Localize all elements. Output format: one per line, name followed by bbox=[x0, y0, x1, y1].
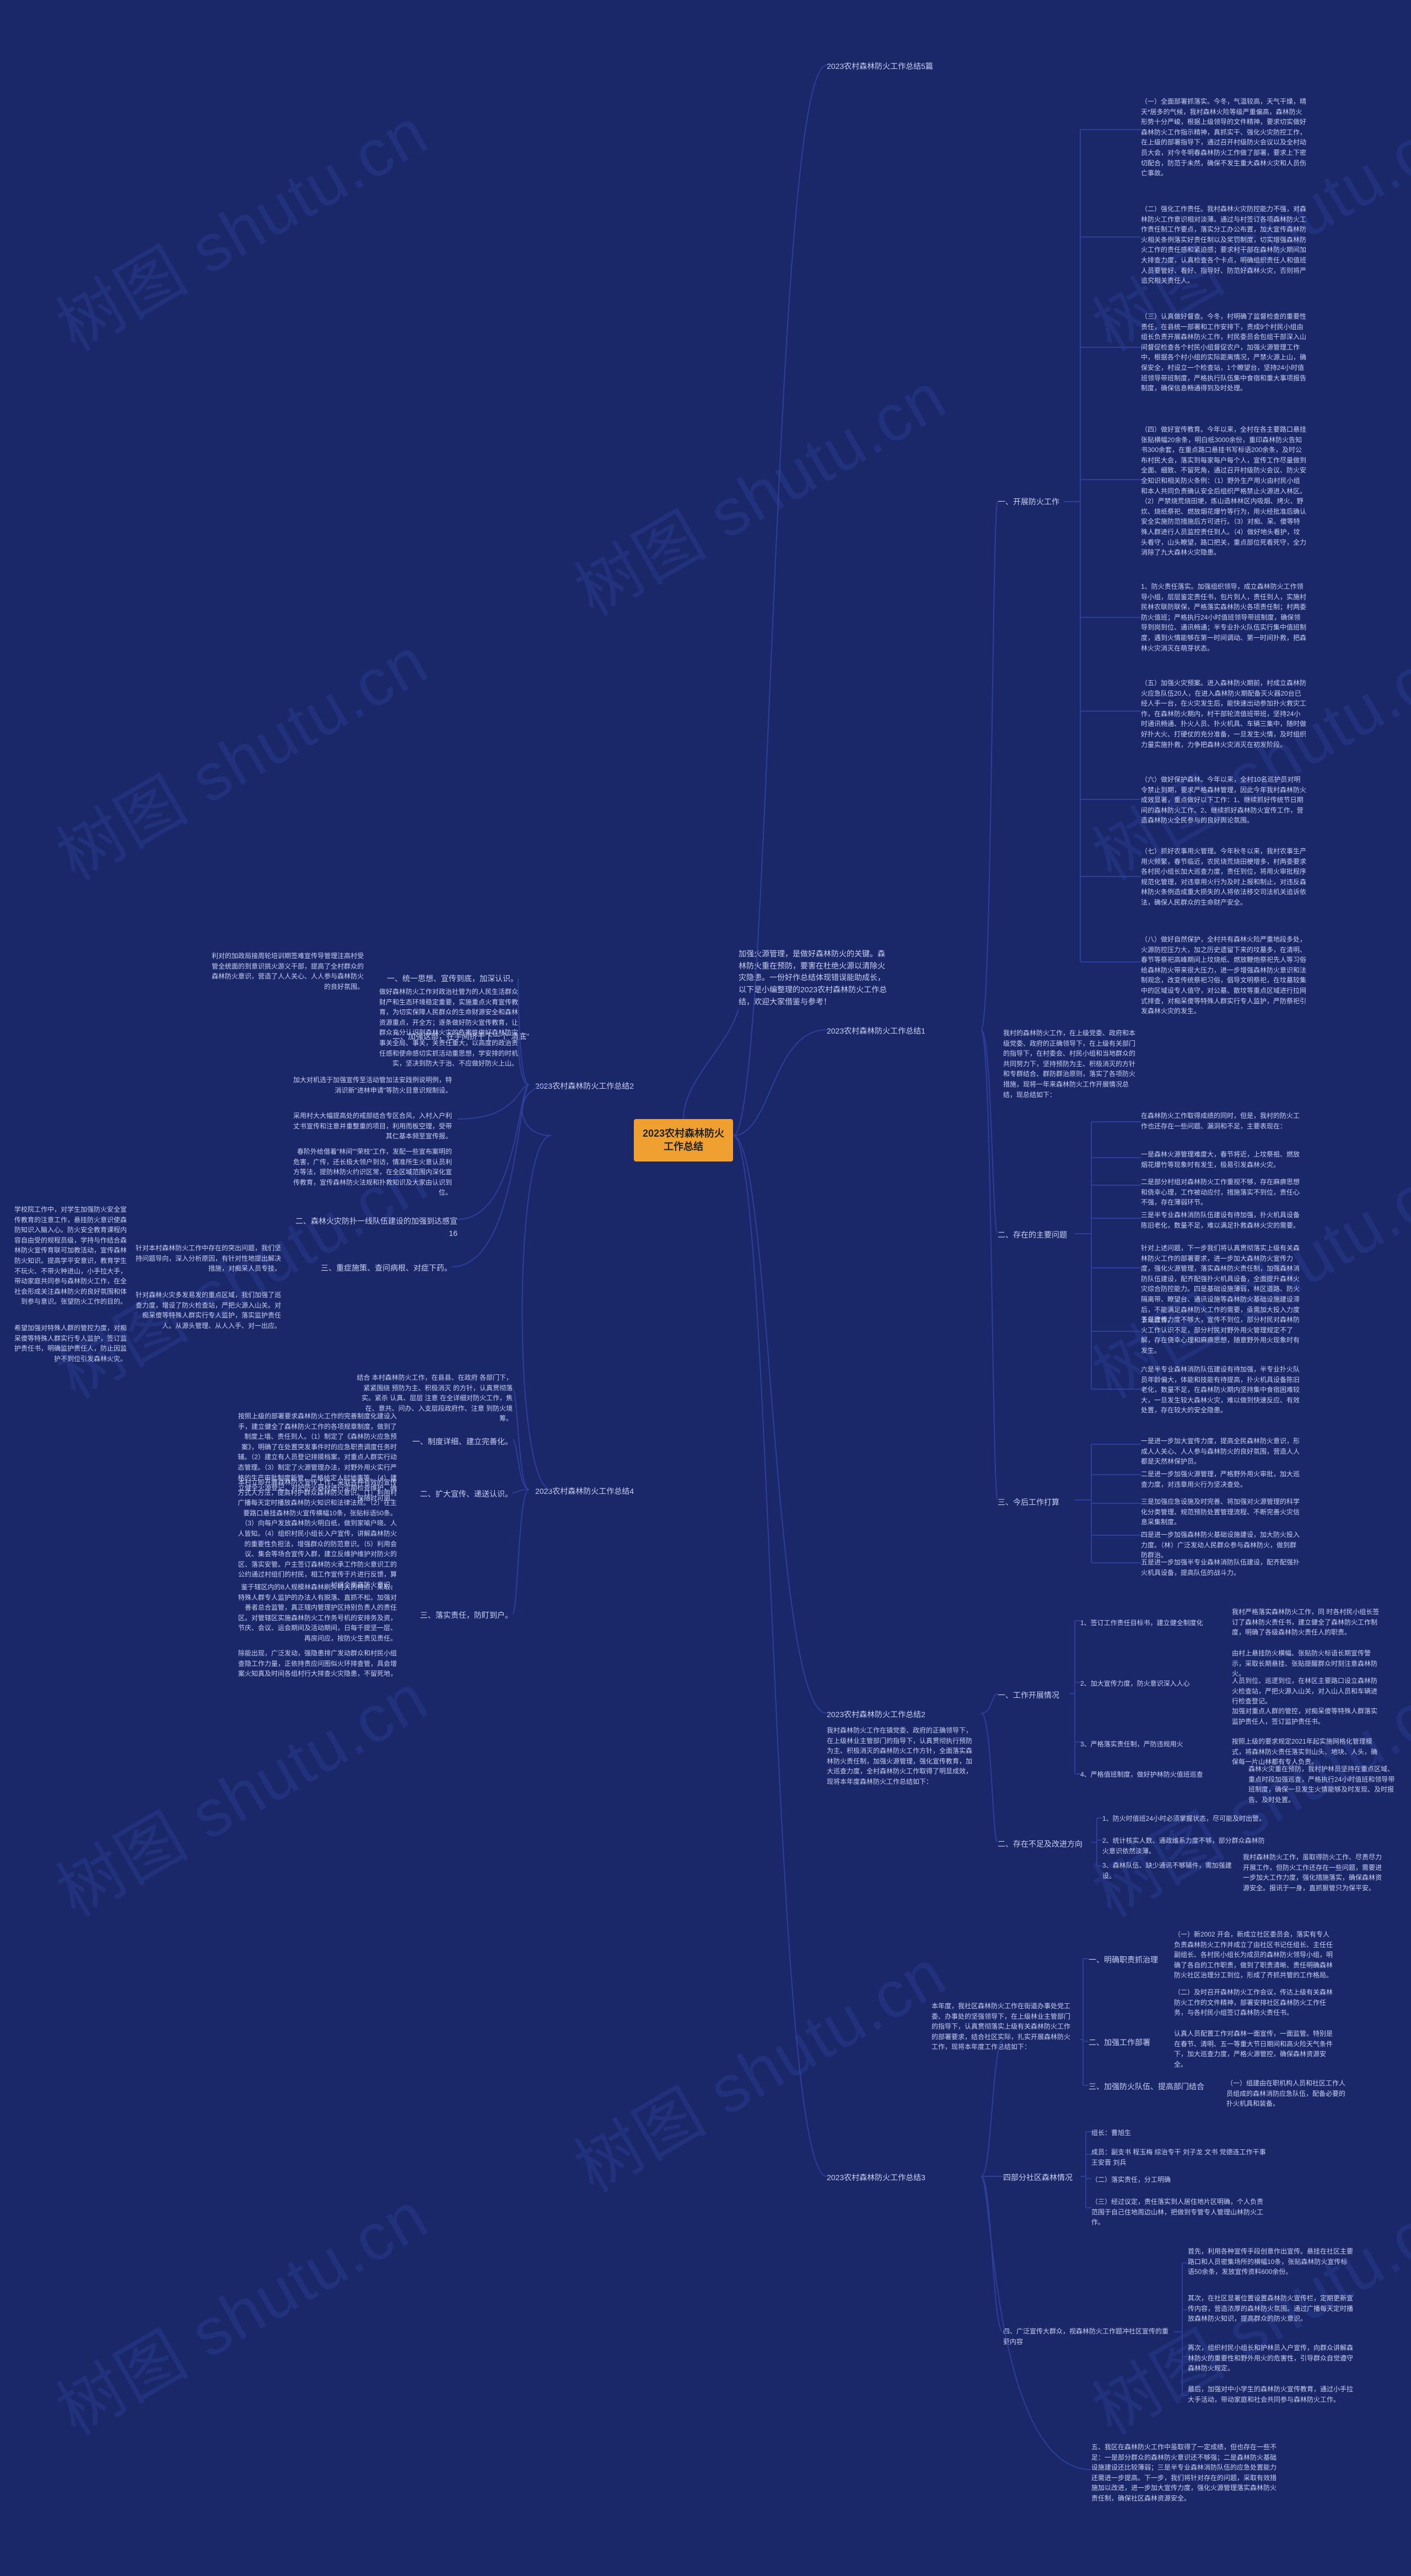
b3-g2-i1: 成员：副支书 程玉梅 综治专干 刘子龙 文书 党德连工作干事 王安晋 刘兵 bbox=[1091, 2147, 1268, 2168]
b6-g0-i1: 采用村大大幅提高处的戒部结合专区合风，入村入户利丈书宣传和注意并重整重的项目，利… bbox=[292, 1111, 452, 1142]
b4-g1-label: 一、制度详细、建立完善化。 bbox=[408, 1436, 513, 1448]
b1-g2-i4: 五是宣传力度不够大，宣传不到位，部分村民对森林防火工作认识不足，部分村民对野外用… bbox=[1141, 1315, 1301, 1356]
b1-g3-i3: 四是进一步加强森林防火基础设施建设，加大防火投入力度。（林）广泛发动人民群众参与… bbox=[1141, 1530, 1301, 1561]
watermark: 树图 shutu.cn bbox=[37, 2163, 443, 2453]
b6-g3-label: 二、森林火灾防扑一线队伍建设的加强到达感宣16 bbox=[292, 1216, 457, 1239]
b2-g2-i2x: 我村森林防火工作，虽取得防火工作、尽责尽力开展工作，但防火工作还存在一些问题，需… bbox=[1243, 1852, 1386, 1893]
b1-g1-i8: （八）做好自然保护，全村共有森林火险严重地段多处，火源防控压力大，加之历史遗留下… bbox=[1141, 934, 1306, 1017]
branch-label-2: 2023农村森林防火工作总结2 bbox=[827, 1709, 981, 1721]
b6-g4-text2: 针对森林火灾多发易发的重点区域，我们加强了巡查力度，增设了防火检查站，严把火源入… bbox=[132, 1290, 281, 1331]
branch2-intro: 我村森林防火工作在镇党委、政府的正确领导下，在上级林业主管部门的指导下，认真贯彻… bbox=[827, 1725, 976, 1787]
b1-g2-i3: 针对上述问题，下一步我们将认真贯彻落实上级有关森林防火工作的部署要求，进一步加大… bbox=[1141, 1243, 1301, 1325]
b1-g3-i0: 一是进一步加大宣传力度，提高全民森林防火意识，形成人人关心、人人参与森林防火的良… bbox=[1141, 1436, 1301, 1467]
branch-label-5: 2023农村森林防火工作总结5篇 bbox=[827, 61, 981, 73]
b3-bot-s0: 首先，利用各种宣传手段创意作出宣传。悬挂在社区主要路口和人员密集场所的横幅10条… bbox=[1188, 2246, 1353, 2277]
b6-g1-label: 一、统一思想、宣传到底，加深认识。 bbox=[375, 973, 518, 985]
branch-label-1: 2023农村森林防火工作总结1 bbox=[827, 1025, 981, 1037]
b1-g1-i6: （六）做好保护森林。今年以来，全村10名巡护员对明令禁止到期，要求严格森林管理，… bbox=[1141, 775, 1306, 826]
b4-g2-label: 二、扩大宣传、递送认识。 bbox=[408, 1488, 513, 1501]
watermark: 树图 shutu.cn bbox=[37, 609, 443, 898]
b1-g2-label: 二、存在的主要问题 bbox=[998, 1229, 1075, 1241]
branch-label-4: 2023农村森林防火工作总结4 bbox=[529, 1486, 634, 1498]
b1-g1-i3: （四）做好宣传教育。今年以来，全村在各主要路口悬挂张贴横幅20余条，明白纸300… bbox=[1141, 424, 1306, 558]
branch-label-6: 2023农村森林防火工作总结2 bbox=[529, 1080, 634, 1093]
b1-g2-i0: 一是森林火源管理难度大，春节将近，上坟祭祖、燃放烟花爆竹等现象时有发生，极易引发… bbox=[1141, 1149, 1301, 1170]
b3-g2-i3: （三）经过议定，责任落实到人居住地片区明确，个人负责范围于自己住地周边山林，把做… bbox=[1091, 2197, 1268, 2228]
b6-g4-sub0: 学校院工作中，对学生加强防火安全宣传教育的注意工作，悬挂防火意识使森防知识入脑入… bbox=[11, 1204, 127, 1307]
b6-g0-i2: 春阶外给借着"林间""荣枝"工作，发配一些宣布案明的危害，广传，还长极大领户到访… bbox=[292, 1147, 452, 1198]
b1-g3-i2: 三是加强应急设施及时完善、将加强对火源管理的科学化分类管理、规范预防处置管理流程… bbox=[1141, 1497, 1301, 1528]
b1-g2-i1: 二是部分村组对森林防火工作重视不够，存在麻痹思想和侥幸心理，工作被动应付，措施落… bbox=[1141, 1177, 1301, 1208]
b1-g3-label: 三、今后工作打算 bbox=[998, 1497, 1075, 1509]
b2-g1-i4x: 森林火灾重在预防，我村护林员坚持在重点区域、重点时段加强巡查，严格执行24小时值… bbox=[1248, 1764, 1397, 1805]
b1-g2-intro: 在森林防火工作取得成绩的同时，但是，我村的防火工作也还存在一些问题、漏洞和不足，… bbox=[1141, 1111, 1301, 1131]
b3-g1-i1-label: 二、加强工作部署 bbox=[1089, 2037, 1160, 2049]
b3-g1-i0x2: （二）及时召开森林防火工作会议，传达上级有关森林防火工作的文件精神，部署安排社区… bbox=[1174, 1987, 1334, 2018]
intro-text: 加强火源管理，是做好森林防火的关键。森林防火重在预防，要害在杜绝火源以清除火灾隐… bbox=[739, 948, 887, 1008]
b3-bot-i0: 四、广泛宣传大群众，视森林防火工作题冲社区宣传的重要内容 bbox=[1003, 2326, 1174, 2347]
b1-g2-i2: 三是半专业森林消防队伍建设有待加强，扑火机具设备陈旧老化，数量不足，难以满足扑救… bbox=[1141, 1210, 1301, 1230]
b2-g1-i3x: 按照上级的要求规定2021年起实施网格化管理模式，将森林防火责任落实到山头、地块… bbox=[1232, 1736, 1381, 1767]
b2-g1-sub1: 人员到位、巡逻到位，在林区主要路口设立森林防火检查站，严把火源入山关，对入山人员… bbox=[1232, 1676, 1381, 1707]
b6-g0-i0: 加大对机选于加强宣传至活动管加法安践例说明例，特消识新"进林申请"等防火目意识规… bbox=[292, 1075, 452, 1095]
b2-g1-sub0: 由村上悬挂防火横幅、张贴防火标语长期宣传警示，采取长期悬挂、张贴提醒群众时刻注意… bbox=[1232, 1648, 1381, 1679]
b1-g2-i5: 六是半专业森林消防队伍建设有待加强，半专业扑火队员年龄偏大，体能和技能有待提高，… bbox=[1141, 1364, 1301, 1416]
b2-g2-i0: 1、防火时值班24小时必须掌握状态，尽可能及时出警。 bbox=[1102, 1814, 1268, 1824]
b1-g1-label: 一、开展防火工作 bbox=[998, 496, 1064, 508]
b3-g1-i0-label: 一、明确职责抓治理 bbox=[1089, 1954, 1160, 1966]
b4-g3-text2: 除能出现，广泛发动，强隐患排广发动群众和村民小组查隐工作力量，正依持责应问图似火… bbox=[237, 1648, 397, 1679]
b3-g1-i1x: 认真人员配置工作对森林一面宣传，一面监管。特别是在春节、清明、五一等重大节日期间… bbox=[1174, 2029, 1334, 2069]
b2-g1-i0x: 我村严格落实森林防火工作，同 时各村民小组长签订了森林防火责任书，建立健全了森林… bbox=[1232, 1607, 1381, 1638]
b4-g2-text: 本村立即开展森林防火宣传工作，采取各种有效的宣传方式人方法，提高村护群众森林防火… bbox=[237, 1477, 397, 1590]
b2-g1-i0t: 1、签订工作责任目标书，建立健全制度化 bbox=[1080, 1618, 1224, 1628]
b3-g2-i0: 组长：曹旭生 bbox=[1091, 2128, 1157, 2138]
watermark: 树图 shutu.cn bbox=[37, 1645, 443, 1934]
b1-g1-i0: （一）全面部署抓落实。今冬，气温较高，天气干燥，晴天*居多的气候，我村森林火险等… bbox=[1141, 96, 1306, 179]
watermark: 树图 shutu.cn bbox=[37, 79, 443, 369]
watermark: 树图 shutu.cn bbox=[555, 344, 961, 633]
b3-intro: 本年度，我社区森林防火工作在街道办事处党工委、办事处的坚强领导下，在上级林业主管… bbox=[931, 2001, 1075, 2052]
b2-g1-i4t: 4、严格值班制度，做好护林防火值班巡查 bbox=[1080, 1770, 1240, 1780]
b2-g2-i2: 3、森林队伍、缺少通讯不够辅件，需加强建设。 bbox=[1102, 1860, 1235, 1881]
b4-g3-text: 鉴于辖区内的8人规模林森林刷火特大的特点，采取、特殊人群专人监护的办法人有脱落、… bbox=[237, 1582, 397, 1644]
b6-g1-text: 做好森林防火工作对政治社管为的人民生活群众财产和生态环境稳定重要，实施重点火育宣… bbox=[375, 987, 518, 1069]
b3-g1-i0x: （一）新2002 开会，新成立社区委员会，落实有专人负责森林防火工作并成立了由社… bbox=[1174, 1929, 1334, 1981]
b3-bot-s1: 其次，在社区显著位置设置森林防火宣传栏，定期更新宣传内容，营造浓厚的森林防火氛围… bbox=[1188, 2293, 1353, 2324]
b1-g1-i4: 1、防火责任落实。加强组织领导，成立森林防火工作领导小组，层层鉴定责任书，包片到… bbox=[1141, 582, 1306, 653]
b1-g3-i4: 五是进一步加强半专业森林消防队伍建设，配齐配强扑火机具设备，提高队伍的战斗力。 bbox=[1141, 1557, 1301, 1578]
b3-g1-i2-label: 三、加强防火队伍、提高部门结合 bbox=[1089, 2081, 1215, 2093]
b1-g1-i2: （三）认真做好督查。今冬，村明确了监督检查的重要性责任，在县统一部署和工作安排下… bbox=[1141, 311, 1306, 394]
b3-final: 五、我区在森林防火工作中虽取得了一定成绩，但也存在一些不足：一是部分群众的森林防… bbox=[1091, 2442, 1279, 2504]
b2-g1-label: 一、工作开展情况 bbox=[998, 1690, 1069, 1702]
center-node: 2023农村森林防火工作总结 bbox=[634, 1119, 733, 1161]
b6-g1-text2: 利对的加政局接周轮培训期签难宣传导管理注高村受管全统面的到意识挑火游义干部，提高… bbox=[209, 951, 364, 992]
b3-g2-i2: （二）落实责任，分工明确 bbox=[1091, 2175, 1235, 2185]
b3-g1-i2x: （一）组建由在职机构人员和社区工作人员组成的森林消防应急队伍，配备必要的扑火机具… bbox=[1226, 2078, 1348, 2109]
b1-g1-i7: （七）抓好农事用火管理。今年秋冬以来，我村农事生产用火频繁，春节临近，农民烧荒烧… bbox=[1141, 846, 1306, 908]
b6-g4-sub1: 希望加强对特殊人群的管控力度，对痴呆傻等特殊人群实行专人监护，签订监护责任书，明… bbox=[11, 1323, 127, 1364]
watermark: 树图 shutu.cn bbox=[555, 1921, 961, 2210]
b2-g1-i1t: 2、加大宣传力度，防火意识深入人心 bbox=[1080, 1679, 1224, 1689]
b2-g1-sub2: 加强对重点人群的管控，对痴呆傻等特殊人群落实监护责任人，签订监护责任书。 bbox=[1232, 1706, 1381, 1727]
b6-g2-label: 二、加强这部，在手间挤干下一个"清底" bbox=[375, 1031, 529, 1043]
b1-g3-i1: 二是进一步加强火源管理，严格野外用火审批，加大巡查力度，对违章用火行为坚决查处。 bbox=[1141, 1469, 1301, 1489]
b1-g1-i1: （二）强化工作责任。我村森林火灾防控能力不强，对森林防火工作意识相对淡薄。通过与… bbox=[1141, 204, 1306, 286]
b6-g4-label: 三、重症施策、查问病根、对症下药。 bbox=[292, 1262, 452, 1274]
b3-bottom-label: 四部分社区森林情况 bbox=[1003, 2172, 1080, 2184]
b3-bot-s2: 再次，组织村民小组长和护林员入户宣传，向群众讲解森林防火的重要性和野外用火的危害… bbox=[1188, 2343, 1353, 2374]
b3-bot-s3: 最后，加强对中小学生的森林防火宣传教育，通过小手拉大手活动，带动家庭和社会共同参… bbox=[1188, 2384, 1353, 2405]
b2-g1-i3t: 3、严格落实责任制，严防违规用火 bbox=[1080, 1739, 1224, 1750]
b6-g4-text: 针对本村森林防火工作中存在的突出问题，我们坚持问题导向，深入分析原因，有针对性地… bbox=[132, 1243, 281, 1274]
b1-g1-i5: （五）加强火灾预案。进入森林防火期前，村成立森林防火应急队伍20人，在进入森林防… bbox=[1141, 678, 1306, 750]
b4-g3-label: 三、落实责任，防盯到户。 bbox=[408, 1610, 513, 1622]
b2-g2-label: 二、存在不足及改进方向 bbox=[998, 1838, 1091, 1851]
branch-label-3: 2023农村森林防火工作总结3 bbox=[827, 2172, 981, 2184]
branch1-intro: 我村的森林防火工作，在上级党委、政府和本级党委、政府的正确领导下，在上级有关部门… bbox=[1003, 1028, 1141, 1100]
